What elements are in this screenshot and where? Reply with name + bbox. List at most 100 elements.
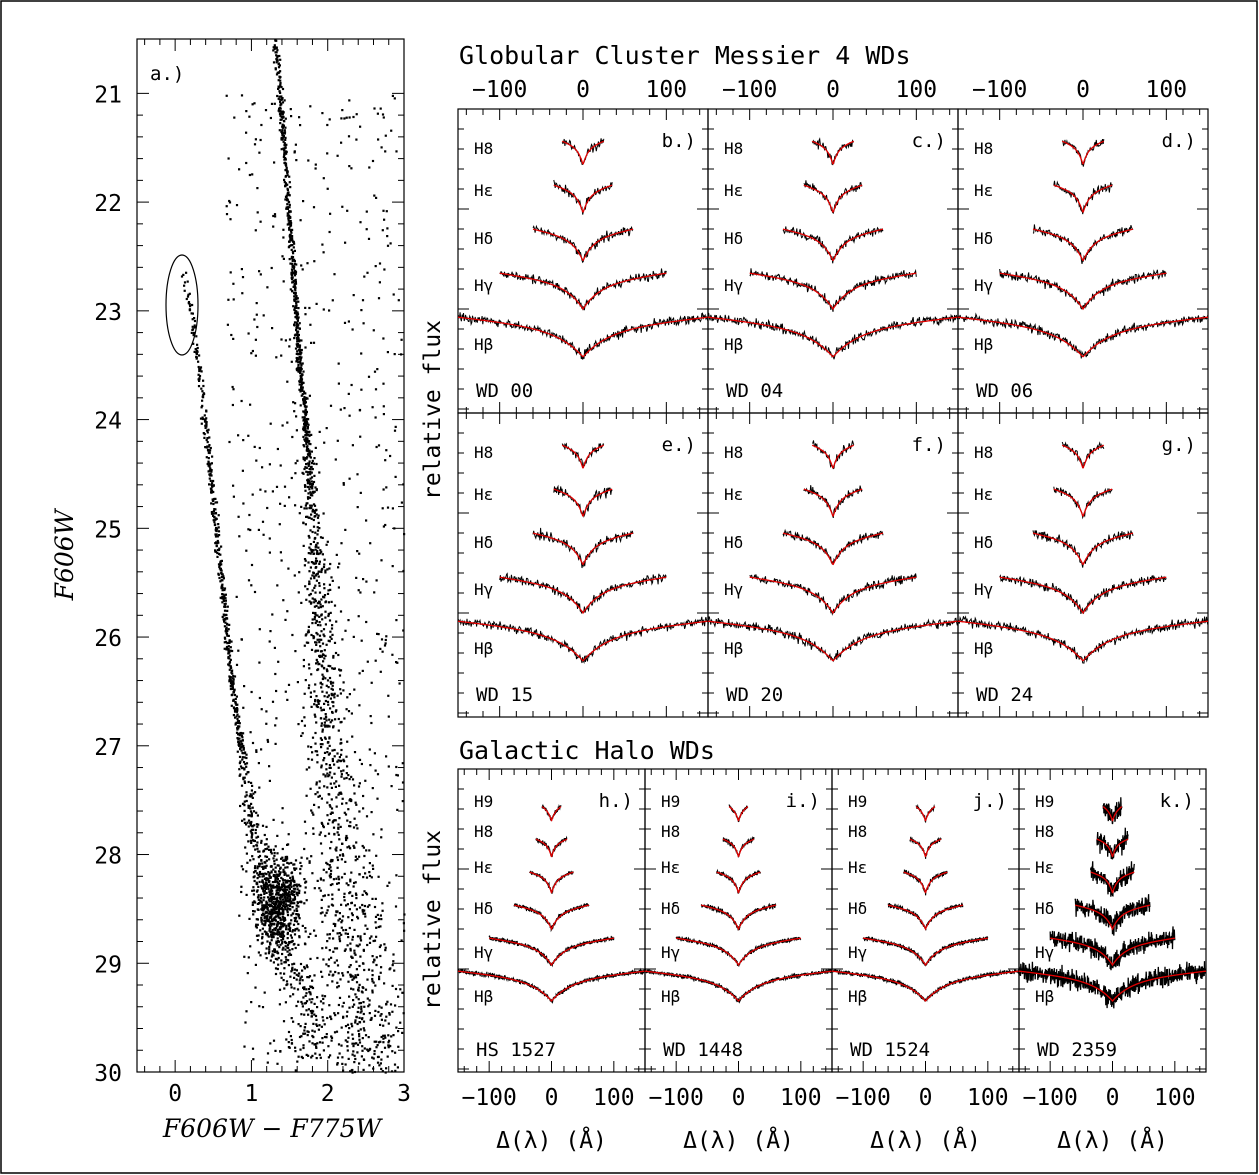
cmd-star <box>295 360 298 363</box>
cmd-star <box>335 796 338 799</box>
cmd-star <box>341 797 344 800</box>
cmd-star <box>313 713 316 716</box>
cmd-star <box>245 823 248 826</box>
cmd-star <box>329 805 332 808</box>
cmd-star <box>227 655 230 659</box>
cmd-star <box>307 1030 310 1034</box>
cmd-star <box>334 914 337 917</box>
spectrum-bottom-tick-label: 100 <box>780 1085 822 1111</box>
cmd-star <box>310 705 313 708</box>
cmd-star <box>387 1041 390 1044</box>
cmd-star <box>210 487 213 490</box>
cmd-star <box>357 589 360 592</box>
cmd-star <box>285 166 288 169</box>
cmd-star <box>322 675 325 678</box>
cmd-star <box>315 658 318 661</box>
cmd-star <box>353 976 356 979</box>
cmd-star <box>201 416 204 419</box>
cmd-star <box>295 317 299 320</box>
cmd-star <box>358 704 361 707</box>
cmd-star <box>254 791 257 794</box>
cmd-star <box>347 1036 350 1039</box>
cmd-star <box>295 969 298 972</box>
cmd-star <box>305 1053 308 1056</box>
cmd-star <box>256 939 259 942</box>
cmd-star <box>314 700 317 703</box>
cmd-star <box>298 1035 302 1039</box>
cmd-star <box>291 948 294 951</box>
cmd-star <box>284 866 287 869</box>
cmd-star <box>291 276 294 279</box>
cmd-star <box>241 292 244 295</box>
observed-spectrum <box>811 137 854 166</box>
cmd-star <box>240 734 243 737</box>
cmd-star <box>296 319 299 322</box>
cmd-star <box>327 1056 330 1059</box>
cmd-star <box>310 507 313 510</box>
cmd-star <box>214 535 218 538</box>
cmd-star <box>353 904 356 907</box>
cmd-star <box>310 492 313 495</box>
m4-spectra-group: Globular Cluster Messier 4 WDs relative … <box>420 41 911 500</box>
cmd-star <box>329 970 332 973</box>
cmd-star <box>281 424 284 427</box>
cmd-star <box>354 1019 357 1022</box>
cmd-star <box>291 875 294 878</box>
cmd-star <box>291 237 294 240</box>
cmd-star <box>371 977 374 981</box>
cmd-star <box>326 669 329 672</box>
cmd-star <box>313 260 316 263</box>
cmd-star <box>302 996 305 999</box>
cmd-star <box>320 550 323 553</box>
cmd-star <box>295 311 298 314</box>
cmd-star <box>326 984 329 987</box>
cmd-star <box>276 888 279 891</box>
cmd-star <box>252 858 255 861</box>
cmd-star <box>283 99 286 102</box>
cmd-star <box>279 79 282 82</box>
cmd-star <box>269 897 272 900</box>
cmd-star <box>322 308 325 311</box>
spectrum-object-name: WD 15 <box>476 684 533 706</box>
cmd-star <box>391 653 394 656</box>
cmd-star <box>232 674 235 678</box>
cmd-star <box>338 756 341 759</box>
cmd-star <box>255 302 258 305</box>
cmd-star <box>228 668 231 671</box>
cmd-star <box>229 649 232 652</box>
cmd-star <box>272 900 275 903</box>
cmd-star <box>248 173 251 177</box>
cmd-star <box>368 874 372 877</box>
cmd-star <box>358 983 361 986</box>
cmd-star <box>292 1020 295 1023</box>
cmd-star <box>269 904 272 907</box>
cmd-star <box>207 460 210 463</box>
cmd-star <box>312 503 316 506</box>
cmd-star <box>275 873 278 876</box>
cmd-star <box>367 237 371 240</box>
cmd-star <box>328 973 331 976</box>
cmd-star <box>218 567 221 570</box>
cmd-star <box>289 233 292 236</box>
cmd-star <box>362 1027 365 1030</box>
cmd-star <box>358 906 362 909</box>
cmd-star <box>268 872 271 875</box>
cmd-star <box>274 906 278 909</box>
spectrum-xlabel: Δ(λ) (Å) <box>683 1126 794 1154</box>
cmd-star <box>289 927 292 930</box>
cmd-star <box>308 600 311 603</box>
cmd-star <box>274 967 278 970</box>
cmd-star <box>275 54 278 57</box>
cmd-star <box>257 898 260 901</box>
cmd-star <box>355 893 358 897</box>
cmd-star <box>344 1063 347 1066</box>
cmd-star <box>321 673 324 676</box>
cmd-star <box>332 937 335 940</box>
cmd-star <box>293 887 297 890</box>
cmd-star <box>332 656 335 659</box>
cmd-star <box>348 1006 351 1009</box>
cmd-star <box>307 630 310 634</box>
cmd-star <box>342 854 345 857</box>
cmd-xtick-label: 3 <box>397 1081 411 1107</box>
